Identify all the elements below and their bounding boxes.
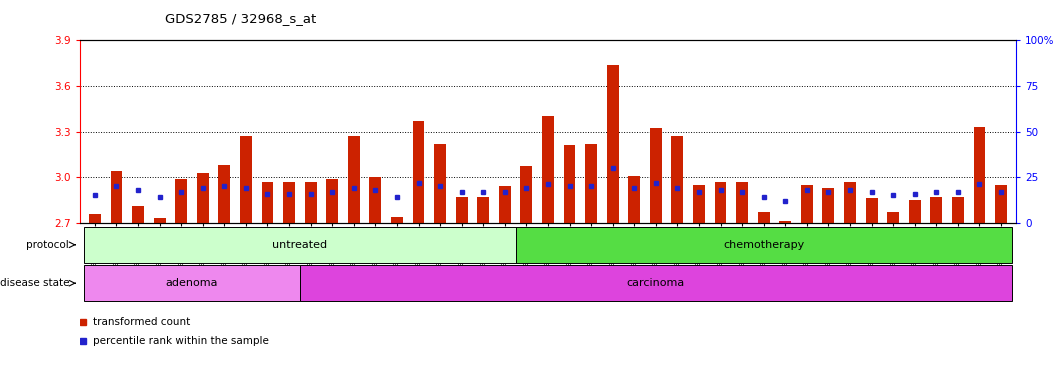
Bar bbox=[629, 175, 641, 223]
Bar bbox=[974, 127, 985, 223]
Text: protocol: protocol bbox=[27, 240, 69, 250]
Text: untreated: untreated bbox=[272, 240, 328, 250]
Bar bbox=[369, 177, 381, 223]
Bar bbox=[434, 144, 446, 223]
Bar bbox=[736, 182, 748, 223]
Text: transformed count: transformed count bbox=[93, 317, 189, 327]
Bar bbox=[478, 197, 489, 223]
Bar bbox=[930, 197, 943, 223]
Bar bbox=[650, 129, 662, 223]
Bar bbox=[348, 136, 360, 223]
Bar bbox=[455, 197, 467, 223]
Bar bbox=[413, 121, 425, 223]
Bar bbox=[671, 136, 683, 223]
Bar bbox=[952, 197, 964, 223]
Bar bbox=[262, 182, 273, 223]
Bar bbox=[499, 186, 511, 223]
Bar bbox=[520, 167, 532, 223]
Bar bbox=[542, 116, 554, 223]
Text: percentile rank within the sample: percentile rank within the sample bbox=[93, 336, 268, 346]
Bar bbox=[84, 265, 300, 301]
Bar bbox=[240, 136, 252, 223]
Bar bbox=[176, 179, 187, 223]
Text: chemotherapy: chemotherapy bbox=[724, 240, 804, 250]
Bar bbox=[844, 182, 855, 223]
Bar bbox=[132, 206, 144, 223]
Bar bbox=[693, 185, 705, 223]
Bar bbox=[516, 227, 1012, 263]
Bar bbox=[758, 212, 769, 223]
Bar bbox=[606, 65, 618, 223]
Text: GDS2785 / 32968_s_at: GDS2785 / 32968_s_at bbox=[165, 12, 316, 25]
Bar bbox=[390, 217, 403, 223]
Bar bbox=[585, 144, 597, 223]
Bar bbox=[111, 171, 122, 223]
Text: adenoma: adenoma bbox=[166, 278, 218, 288]
Text: carcinoma: carcinoma bbox=[627, 278, 685, 288]
Bar bbox=[822, 188, 834, 223]
Bar bbox=[779, 221, 792, 223]
Bar bbox=[197, 172, 209, 223]
Bar bbox=[84, 227, 516, 263]
Bar bbox=[564, 145, 576, 223]
Bar bbox=[715, 182, 727, 223]
Bar bbox=[327, 179, 338, 223]
Bar bbox=[283, 182, 295, 223]
Text: disease state: disease state bbox=[0, 278, 69, 288]
Bar bbox=[218, 165, 230, 223]
Bar bbox=[153, 218, 166, 223]
Bar bbox=[887, 212, 899, 223]
Bar bbox=[801, 185, 813, 223]
Bar bbox=[866, 199, 878, 223]
Bar bbox=[909, 200, 920, 223]
Bar bbox=[304, 182, 317, 223]
Bar bbox=[300, 265, 1012, 301]
Bar bbox=[89, 214, 101, 223]
Bar bbox=[995, 185, 1007, 223]
